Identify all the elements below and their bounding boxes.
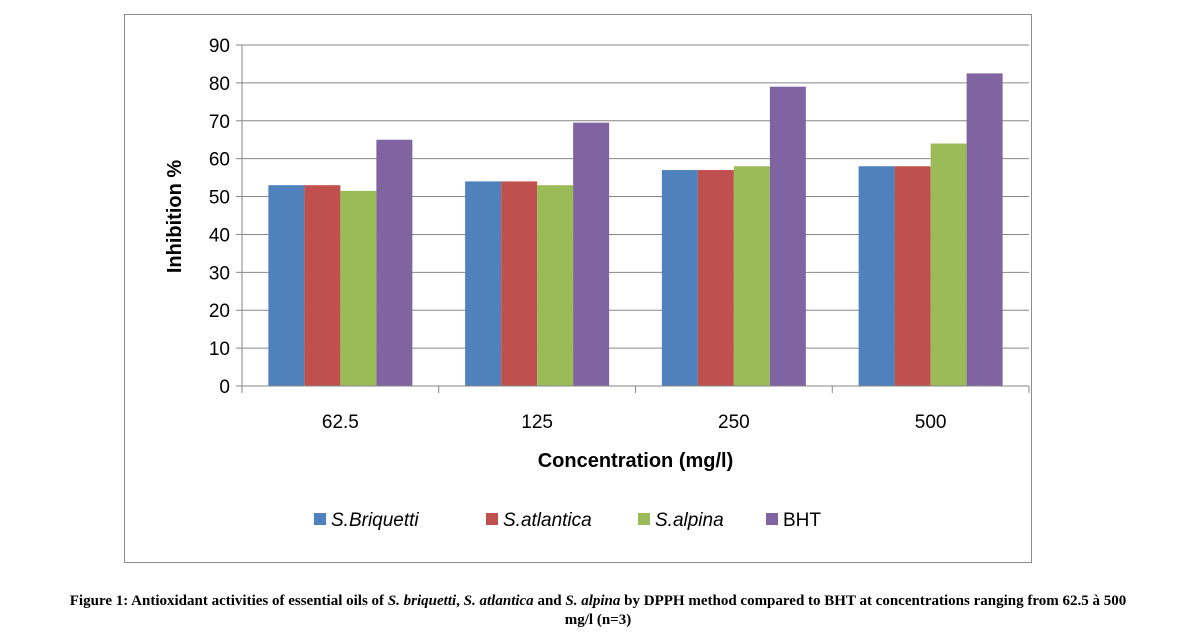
x-tick-label-3: 500: [915, 412, 947, 433]
bar-0-1: [465, 181, 502, 386]
caption-part-4: and: [533, 593, 566, 609]
caption-part-5: S. alpina: [565, 593, 621, 609]
legend-label-1: S.atlantica: [503, 510, 592, 531]
x-axis-title: Concentration (mg/l): [538, 450, 734, 472]
caption-part-1: S. briquetti: [387, 593, 457, 609]
y-tick-label-8: 80: [209, 74, 230, 95]
bar-1-0: [304, 185, 341, 386]
caption-part-3: S. atlantica: [463, 593, 534, 609]
caption-part-6: by DPPH method compared to BHT at concen…: [564, 593, 1127, 628]
y-tick-label-1: 10: [209, 339, 230, 360]
bar-3-1: [573, 122, 610, 386]
legend-swatch-0: [314, 513, 326, 525]
y-tick-label-7: 70: [209, 112, 230, 133]
y-tick-label-4: 40: [209, 225, 230, 246]
bar-1-1: [501, 181, 538, 386]
y-tick-label-5: 50: [209, 188, 230, 209]
legend-label-2: S.alpina: [655, 510, 724, 531]
bar-2-2: [733, 166, 770, 386]
bar-3-2: [769, 86, 806, 386]
x-tick-label-1: 125: [521, 412, 553, 433]
legend-swatch-2: [638, 513, 650, 525]
legend-swatch-3: [766, 513, 778, 525]
bar-3-0: [376, 139, 413, 386]
chart-frame: 0 10 20 30 40 50 60 70 80 90 62.5 125 250 500 Concentr…: [124, 14, 1032, 563]
legend-label-0: S.Briquetti: [331, 510, 419, 531]
x-tick-label-0: 62.5: [322, 412, 359, 433]
y-tick-label-0: 0: [219, 377, 230, 398]
y-axis-title: Inhibition %: [164, 160, 186, 274]
bar-1-3: [894, 166, 931, 386]
legend-label-3: BHT: [783, 510, 821, 531]
bar-0-3: [858, 166, 895, 386]
bar-3-3: [966, 73, 1003, 386]
bar-2-1: [537, 185, 574, 386]
legend-swatch-1: [486, 513, 498, 525]
bar-0-2: [661, 170, 698, 386]
y-tick-label-2: 20: [209, 301, 230, 322]
y-tick-label-6: 60: [209, 150, 230, 171]
y-tick-label-9: 90: [209, 36, 230, 57]
bar-0-0: [268, 185, 305, 386]
bar-2-0: [340, 190, 377, 386]
y-tick-label-3: 30: [209, 263, 230, 284]
bar-1-2: [697, 170, 734, 386]
bar-2-3: [930, 143, 967, 386]
caption-part-0: Figure 1: Antioxidant activities of esse…: [69, 593, 388, 609]
bar-chart: 0 10 20 30 40 50 60 70 80 90 62.5 125 250 500 Concentr…: [164, 36, 1030, 531]
x-tick-label-2: 250: [718, 412, 750, 433]
figure-caption: Figure 1: Antioxidant activities of esse…: [60, 592, 1136, 630]
caption-part-2: ,: [456, 593, 464, 609]
